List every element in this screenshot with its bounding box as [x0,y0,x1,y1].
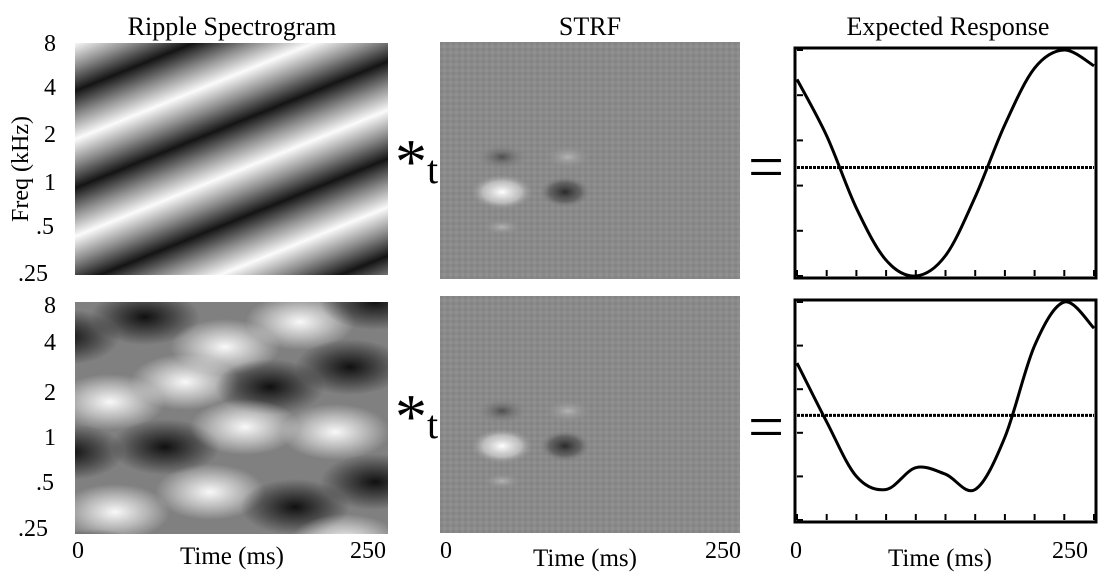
response-curve [795,300,1096,493]
time-axis-label: Time (ms) [180,543,284,570]
convolution-operator-top: *t [395,130,438,194]
convolution-subscript: t [427,147,439,192]
time-tick-start: 0 [72,538,84,564]
response-plot-bottom-svg [793,298,1098,524]
plot-frame [793,46,1098,280]
time-tick-start: 0 [440,538,452,564]
freq-tick: .25 [18,261,48,287]
freq-tick: 2 [44,380,56,406]
time-tick-end: 250 [1052,538,1088,564]
time-axis-label: Time (ms) [533,545,637,572]
time-axis-label: Time (ms) [888,545,992,572]
convolution-operator-bottom: *t [395,385,438,449]
response-plot-top-svg [793,46,1098,280]
strf-panel-bottom [440,296,740,533]
equals-operator-bottom: = [748,391,785,462]
freq-tick: 8 [44,293,56,319]
equals-operator-top: = [748,131,785,202]
freq-tick: 1 [44,425,56,451]
ripple-spectrogram-bottom [75,302,388,534]
strf-panel-top [440,42,740,279]
response-plot-top [793,46,1098,280]
response-curve [795,48,1095,278]
convolution-star: * [395,126,427,197]
convolution-subscript: t [427,402,439,447]
response-plot-bottom [793,298,1098,524]
freq-tick: .25 [18,516,48,542]
strf-title: STRF [558,12,622,41]
freq-tick: 2 [44,122,56,148]
plot-frame [793,298,1098,524]
freq-axis-label: Freq (kHz) [8,116,34,222]
response-title: Expected Response [846,12,1050,41]
freq-tick: .5 [36,214,54,240]
freq-tick: 4 [44,75,56,101]
freq-tick: 8 [44,31,56,57]
freq-tick: 1 [44,170,56,196]
time-tick-start: 0 [790,538,802,564]
ripple-spectrogram-top [75,43,388,275]
time-tick-end: 250 [705,538,741,564]
freq-tick: 4 [44,330,56,356]
freq-tick: .5 [36,470,54,496]
spectrogram-title: Ripple Spectrogram [127,12,337,41]
convolution-star: * [395,381,427,452]
time-tick-end: 250 [350,538,386,564]
